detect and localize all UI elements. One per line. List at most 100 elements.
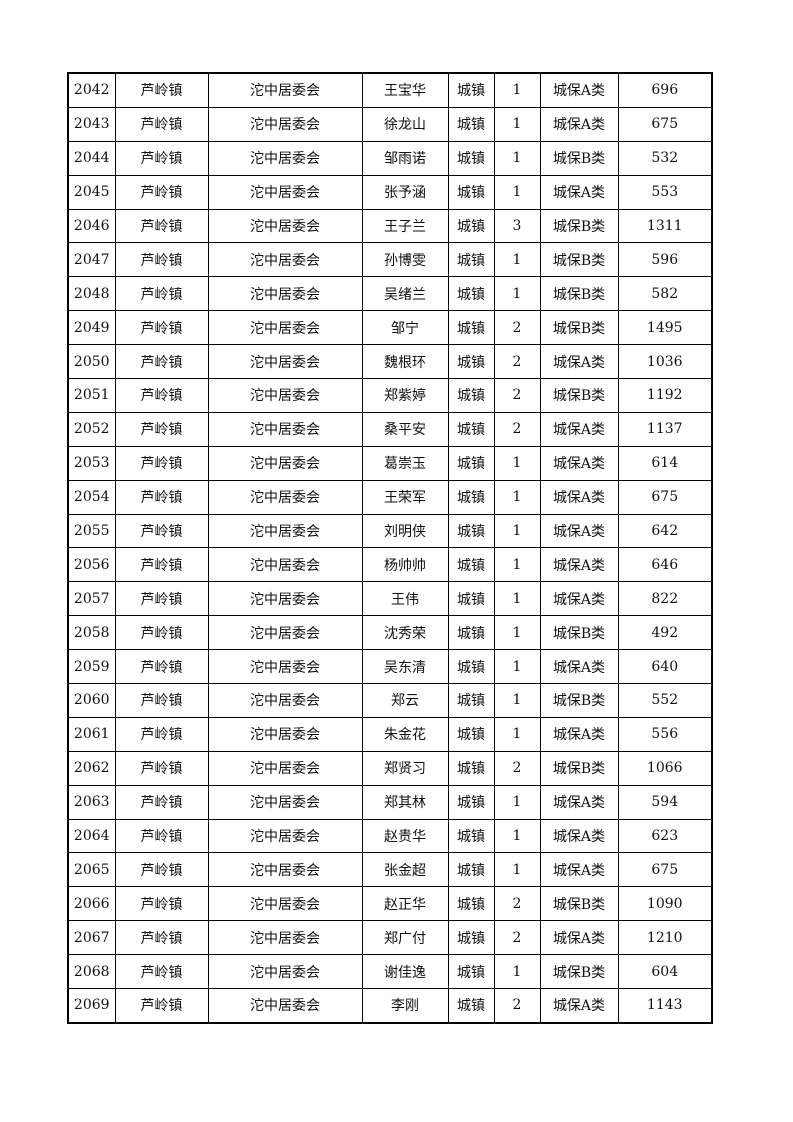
table-row: 2049 芦岭镇 沱中居委会 邹宁 城镇 2 城保B类 1495 [67,310,713,346]
cell-type: 城镇 [447,106,495,142]
cell-amount: 594 [617,784,713,820]
cell-id: 2050 [67,344,116,380]
cell-amount: 642 [617,513,713,549]
cell-type: 城镇 [447,72,495,108]
cell-name: 桑平安 [361,411,449,447]
cell-town: 芦岭镇 [114,920,209,956]
cell-committee: 沱中居委会 [207,72,363,108]
cell-id: 2064 [67,818,116,854]
cell-category: 城保A类 [539,784,619,820]
cell-id: 2048 [67,276,116,312]
cell-committee: 沱中居委会 [207,988,363,1024]
cell-count: 1 [493,818,541,854]
cell-name: 吴东清 [361,649,449,685]
cell-town: 芦岭镇 [114,140,209,176]
cell-id: 2046 [67,208,116,244]
cell-committee: 沱中居委会 [207,920,363,956]
cell-category: 城保A类 [539,411,619,447]
cell-id: 2061 [67,716,116,752]
cell-id: 2067 [67,920,116,956]
cell-id: 2055 [67,513,116,549]
table-row: 2043 芦岭镇 沱中居委会 徐龙山 城镇 1 城保A类 675 [67,106,713,142]
cell-category: 城保A类 [539,852,619,888]
cell-category: 城保A类 [539,344,619,380]
cell-town: 芦岭镇 [114,954,209,990]
cell-committee: 沱中居委会 [207,954,363,990]
table-row: 2052 芦岭镇 沱中居委会 桑平安 城镇 2 城保A类 1137 [67,411,713,447]
cell-amount: 696 [617,72,713,108]
cell-committee: 沱中居委会 [207,445,363,481]
cell-id: 2051 [67,378,116,413]
cell-category: 城保B类 [539,750,619,786]
table-row: 2057 芦岭镇 沱中居委会 王伟 城镇 1 城保A类 822 [67,581,713,617]
cell-town: 芦岭镇 [114,886,209,922]
cell-town: 芦岭镇 [114,784,209,820]
cell-committee: 沱中居委会 [207,242,363,278]
cell-type: 城镇 [447,716,495,752]
cell-name: 邹雨诺 [361,140,449,176]
cell-count: 2 [493,750,541,786]
cell-id: 2068 [67,954,116,990]
table-row: 2067 芦岭镇 沱中居委会 郑广付 城镇 2 城保A类 1210 [67,920,713,956]
cell-count: 1 [493,276,541,312]
cell-count: 1 [493,581,541,617]
cell-committee: 沱中居委会 [207,818,363,854]
cell-name: 孙博雯 [361,242,449,278]
cell-name: 郑贤习 [361,750,449,786]
cell-town: 芦岭镇 [114,106,209,142]
cell-type: 城镇 [447,784,495,820]
cell-count: 1 [493,852,541,888]
cell-type: 城镇 [447,242,495,278]
cell-type: 城镇 [447,547,495,583]
cell-id: 2069 [67,988,116,1024]
cell-category: 城保B类 [539,310,619,346]
cell-name: 邹宁 [361,310,449,346]
cell-amount: 822 [617,581,713,617]
table-row: 2064 芦岭镇 沱中居委会 赵贵华 城镇 1 城保A类 623 [67,818,713,854]
cell-type: 城镇 [447,750,495,786]
cell-committee: 沱中居委会 [207,479,363,515]
cell-amount: 604 [617,954,713,990]
cell-amount: 1090 [617,886,713,922]
cell-amount: 646 [617,547,713,583]
cell-id: 2054 [67,479,116,515]
cell-town: 芦岭镇 [114,716,209,752]
cell-category: 城保A类 [539,988,619,1024]
cell-name: 王伟 [361,581,449,617]
cell-type: 城镇 [447,683,495,718]
cell-committee: 沱中居委会 [207,716,363,752]
cell-category: 城保B类 [539,683,619,718]
cell-count: 2 [493,886,541,922]
cell-amount: 553 [617,174,713,210]
table-row: 2048 芦岭镇 沱中居委会 吴绪兰 城镇 1 城保B类 582 [67,276,713,312]
cell-type: 城镇 [447,208,495,244]
cell-committee: 沱中居委会 [207,683,363,718]
cell-name: 郑云 [361,683,449,718]
cell-town: 芦岭镇 [114,988,209,1024]
cell-count: 1 [493,445,541,481]
cell-count: 1 [493,106,541,142]
cell-id: 2059 [67,649,116,685]
cell-committee: 沱中居委会 [207,784,363,820]
cell-category: 城保A类 [539,547,619,583]
cell-count: 3 [493,208,541,244]
cell-town: 芦岭镇 [114,750,209,786]
cell-category: 城保A类 [539,72,619,108]
cell-committee: 沱中居委会 [207,106,363,142]
cell-name: 王宝华 [361,72,449,108]
cell-id: 2042 [67,72,116,108]
cell-count: 2 [493,920,541,956]
cell-town: 芦岭镇 [114,649,209,685]
cell-type: 城镇 [447,818,495,854]
cell-town: 芦岭镇 [114,344,209,380]
cell-committee: 沱中居委会 [207,276,363,312]
cell-count: 1 [493,716,541,752]
table-row: 2042 芦岭镇 沱中居委会 王宝华 城镇 1 城保A类 696 [67,72,713,108]
cell-amount: 552 [617,683,713,718]
cell-committee: 沱中居委会 [207,750,363,786]
table-row: 2063 芦岭镇 沱中居委会 郑其林 城镇 1 城保A类 594 [67,784,713,820]
cell-amount: 1036 [617,344,713,380]
cell-id: 2049 [67,310,116,346]
cell-committee: 沱中居委会 [207,513,363,549]
cell-id: 2045 [67,174,116,210]
